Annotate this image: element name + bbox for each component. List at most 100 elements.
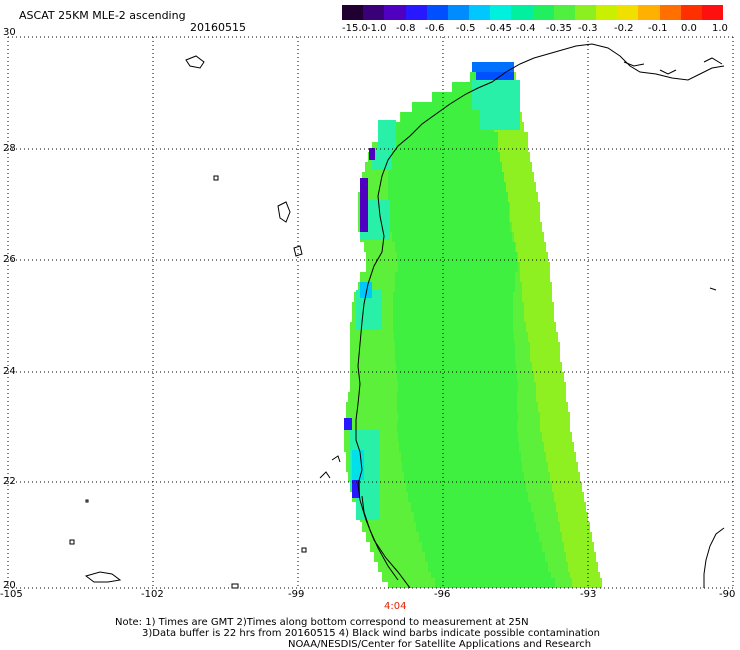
swath-purple bbox=[360, 178, 368, 232]
swath-cell bbox=[560, 522, 590, 532]
swath-cell bbox=[526, 322, 556, 332]
swath-cell bbox=[530, 352, 560, 362]
swath-cell bbox=[506, 182, 536, 192]
longitude-label: -102 bbox=[141, 589, 164, 600]
swath-cell bbox=[558, 512, 588, 522]
swath-cell bbox=[395, 352, 515, 362]
swath-cell bbox=[570, 572, 600, 582]
island-outline bbox=[659, 69, 677, 75]
swath-cell bbox=[414, 512, 534, 522]
swath-cell bbox=[393, 312, 513, 322]
time-label: 4:04 bbox=[384, 601, 407, 612]
longitude-label: -105 bbox=[0, 589, 23, 600]
color-scale-cell bbox=[469, 5, 491, 20]
swath-cell bbox=[572, 578, 602, 588]
color-scale-bar bbox=[342, 5, 724, 20]
swath-cell bbox=[402, 462, 522, 472]
island-outline bbox=[213, 175, 219, 181]
swath-cell bbox=[395, 132, 515, 142]
swath-cell bbox=[411, 502, 531, 512]
color-scale-label: -0.5 bbox=[456, 23, 476, 34]
swath-cell bbox=[397, 392, 517, 402]
swath-cell bbox=[393, 322, 513, 332]
data-swath bbox=[344, 62, 602, 588]
swath-cell bbox=[500, 152, 530, 162]
note-line-2: 3)Data buffer is 22 hrs from 20160515 4)… bbox=[142, 628, 600, 639]
swath-cell bbox=[518, 252, 548, 262]
swath-cell bbox=[538, 402, 568, 412]
island-outline bbox=[277, 201, 291, 223]
island-outline bbox=[709, 287, 717, 291]
color-scale-label: -0.3 bbox=[578, 23, 598, 34]
swath-cell bbox=[428, 562, 548, 572]
color-scale-label: -15.0 bbox=[342, 23, 368, 34]
swath-cell bbox=[397, 422, 517, 432]
island-outline bbox=[319, 471, 331, 479]
swath-cell bbox=[393, 292, 513, 302]
swath-cell bbox=[546, 452, 576, 462]
swath-cell bbox=[534, 372, 564, 382]
swath-cell bbox=[401, 112, 521, 122]
swath-cell bbox=[390, 142, 510, 152]
swath-cell bbox=[548, 462, 578, 472]
product-date: 20160515 bbox=[190, 21, 246, 34]
island-outline bbox=[331, 455, 341, 463]
swath-cell bbox=[562, 532, 592, 542]
swath-cell bbox=[398, 412, 518, 422]
swath-cell bbox=[396, 122, 516, 132]
latitude-label: 30 bbox=[3, 27, 16, 38]
swath-cell bbox=[408, 492, 528, 502]
swath-cyan bbox=[372, 150, 392, 170]
swath-cell bbox=[498, 142, 528, 152]
swath-blue bbox=[476, 72, 514, 80]
swath-cell bbox=[568, 562, 598, 572]
color-scale-cell bbox=[426, 5, 449, 20]
swath-cell bbox=[512, 222, 542, 232]
swath-blue bbox=[344, 418, 352, 430]
swath-cell bbox=[397, 402, 517, 412]
swath-cell bbox=[520, 262, 550, 272]
swath-cell bbox=[399, 442, 519, 452]
color-scale-label: -0.45 bbox=[486, 23, 512, 34]
swath-cyan bbox=[352, 450, 364, 480]
swath-cell bbox=[514, 232, 544, 242]
color-scale-label: 0.0 bbox=[681, 23, 697, 34]
color-scale-cell bbox=[701, 5, 724, 20]
swath-cell bbox=[502, 162, 532, 172]
island-outline bbox=[231, 583, 239, 589]
coastline bbox=[69, 43, 725, 589]
color-scale-label: -1.0 bbox=[367, 23, 387, 34]
gulf-coastline bbox=[703, 527, 725, 588]
color-scale-cell bbox=[596, 5, 618, 20]
color-scale-label: 1.0 bbox=[712, 23, 728, 34]
swath-cell bbox=[393, 302, 513, 312]
swath-cell bbox=[388, 162, 509, 172]
color-scale-cell bbox=[363, 5, 385, 20]
latitude-label: 26 bbox=[3, 254, 16, 265]
color-scale-cell bbox=[659, 5, 682, 20]
swath-cell bbox=[419, 532, 539, 542]
swath-cyan bbox=[360, 282, 372, 298]
swath-cell bbox=[395, 272, 515, 282]
swath-cell bbox=[396, 362, 516, 372]
swath-cell bbox=[425, 552, 545, 562]
swath-cell bbox=[542, 432, 572, 442]
swath-cell bbox=[522, 282, 552, 292]
color-scale-label: -0.1 bbox=[648, 23, 668, 34]
note-line-3: NOAA/NESDIS/Center for Satellite Applica… bbox=[288, 639, 592, 650]
swath-cell bbox=[388, 172, 508, 182]
gulf-coastline bbox=[361, 495, 399, 581]
swath-cell bbox=[389, 202, 509, 212]
island-outline bbox=[185, 55, 205, 69]
swath-cell bbox=[524, 312, 554, 322]
color-scale-label: -0.6 bbox=[425, 23, 445, 34]
color-scale-label: -0.35 bbox=[546, 23, 572, 34]
color-scale-cell bbox=[680, 5, 703, 20]
swath-cell bbox=[532, 362, 562, 372]
island-outline bbox=[84, 571, 122, 583]
swath-cell bbox=[522, 292, 552, 302]
swath-cell bbox=[510, 202, 540, 212]
color-scale-label: -0.4 bbox=[516, 23, 536, 34]
color-scale-cell bbox=[490, 5, 512, 20]
